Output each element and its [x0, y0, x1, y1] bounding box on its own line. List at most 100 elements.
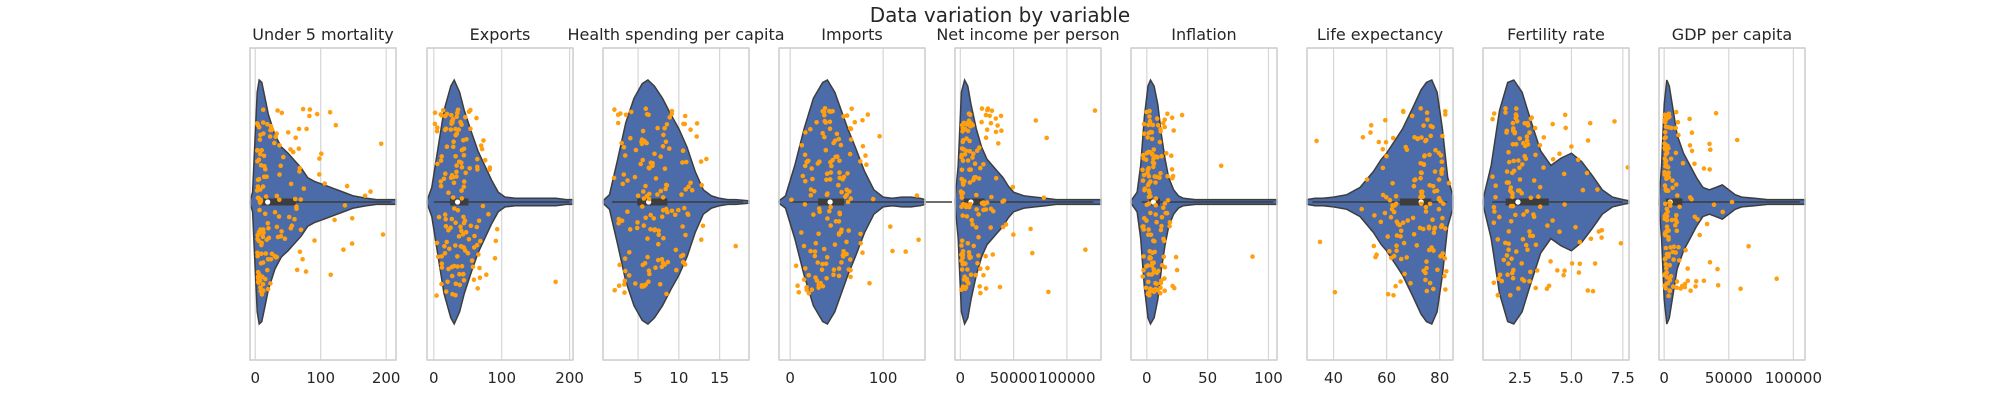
- panel-3-title: Health spending per capita: [567, 25, 784, 44]
- panel-4-point: [841, 249, 846, 254]
- panel-2-point: [477, 275, 483, 281]
- panel-9-point: [1663, 158, 1669, 164]
- panel-9-point: [1662, 112, 1668, 118]
- panel-5-point: [960, 158, 966, 164]
- panel-5-point: [990, 252, 996, 257]
- panel-2-point: [472, 233, 477, 239]
- panel-7-point: [1359, 206, 1364, 212]
- panel-8-point: [1532, 125, 1538, 131]
- panel-2-point: [439, 154, 445, 159]
- panel-6-tick-label-2: 100: [1254, 369, 1283, 387]
- panel-3-point: [658, 188, 664, 194]
- panel-4-point: [847, 189, 852, 194]
- panel-1-point: [260, 107, 266, 112]
- panel-7-point: [1439, 159, 1445, 164]
- panel-4-point: [837, 170, 842, 175]
- panel-9-point: [1676, 132, 1681, 138]
- panel-9-point: [1674, 279, 1680, 284]
- panel-2-point: [455, 208, 461, 213]
- panel-5-point: [967, 138, 972, 144]
- panel-8-point: [1491, 280, 1497, 286]
- panel-9-point: [1715, 266, 1720, 272]
- panel-4-point: [832, 242, 838, 247]
- panel-6-point: [1143, 285, 1149, 291]
- panel-6-point: [1149, 260, 1155, 266]
- panel-5-point: [989, 108, 995, 113]
- panel-7-point: [1394, 233, 1400, 238]
- panel-8-point: [1513, 141, 1519, 147]
- panel-4-point: [860, 250, 865, 255]
- panel-4-point: [820, 261, 825, 267]
- panel-9-point: [1667, 262, 1673, 268]
- panel-3-point: [625, 209, 630, 214]
- panel-9-point: [1676, 258, 1682, 263]
- panel-3-point: [646, 165, 652, 170]
- panel-3-point: [651, 216, 657, 221]
- panel-6-point: [1165, 111, 1170, 117]
- panel-4-point: [916, 237, 921, 243]
- panel-8-point: [1569, 144, 1574, 149]
- panel-5-point: [985, 107, 990, 113]
- panel-8-point: [1510, 194, 1515, 200]
- panel-2-point: [454, 169, 459, 175]
- panel-2-title: Exports: [470, 25, 531, 44]
- panel-2-point: [459, 196, 465, 201]
- panel-3-point: [635, 220, 640, 225]
- panel-1-point: [260, 184, 266, 189]
- panel-8-point: [1519, 261, 1524, 266]
- panel-4-point: [870, 196, 876, 202]
- panel-2-point: [471, 277, 477, 283]
- panel-9-iqr-box: [1665, 198, 1683, 206]
- panel-1-point: [279, 110, 285, 116]
- panel-7-point: [1443, 109, 1448, 114]
- panel-8-point: [1590, 288, 1596, 294]
- panel-3-point: [699, 237, 704, 242]
- panel-8-point: [1499, 278, 1505, 284]
- panel-1-point: [266, 226, 271, 231]
- panel-7-point: [1391, 209, 1397, 215]
- panel-9-point: [1707, 167, 1712, 172]
- panel-2-point: [476, 218, 482, 224]
- panel-7-point: [1390, 135, 1396, 141]
- panel-6-point: [1172, 285, 1177, 291]
- panel-3-point: [676, 207, 681, 213]
- panel-6-point: [1141, 227, 1146, 232]
- panel-8-point: [1531, 178, 1537, 183]
- panel-5-point: [970, 222, 975, 227]
- panel-8-point: [1575, 157, 1581, 163]
- panel-6-point: [1173, 254, 1179, 260]
- panel-9-point: [1692, 214, 1698, 220]
- panel-2-point: [453, 154, 458, 159]
- panel-7-point: [1402, 271, 1407, 277]
- panel-6-point: [1141, 172, 1147, 178]
- panel-9-point: [1663, 262, 1669, 267]
- panel-7-point: [1394, 243, 1399, 248]
- panel-7-point: [1436, 197, 1442, 202]
- panel-4-point: [825, 216, 830, 221]
- panel-4-point: [801, 243, 807, 249]
- panel-4-point: [822, 113, 827, 118]
- panel-8-point: [1562, 268, 1567, 274]
- panel-7-point: [1436, 150, 1442, 156]
- panel-3-point: [632, 174, 638, 180]
- panel-3-point: [638, 161, 643, 167]
- panel-5-point: [978, 266, 983, 272]
- panel-6-point: [1162, 201, 1168, 206]
- panel-3-point: [615, 112, 621, 118]
- panel-2-point: [470, 264, 476, 270]
- panel-1-iqr-box: [260, 198, 296, 206]
- panel-2-point: [438, 183, 444, 189]
- panel-9-point: [1662, 272, 1667, 278]
- panel-3-point: [689, 187, 695, 193]
- panel-7-point: [1421, 162, 1427, 167]
- panel-9-point: [1689, 196, 1694, 202]
- panel-2-point: [461, 220, 467, 226]
- panel-4-point: [838, 142, 844, 148]
- panel-8-point: [1516, 158, 1521, 163]
- panel-6-point: [1144, 109, 1149, 115]
- panel-7-point: [1443, 112, 1448, 117]
- panel-8-point: [1506, 149, 1511, 155]
- panel-2-point: [468, 126, 473, 132]
- panel-5-point: [965, 241, 971, 246]
- panel-8-point: [1527, 229, 1532, 234]
